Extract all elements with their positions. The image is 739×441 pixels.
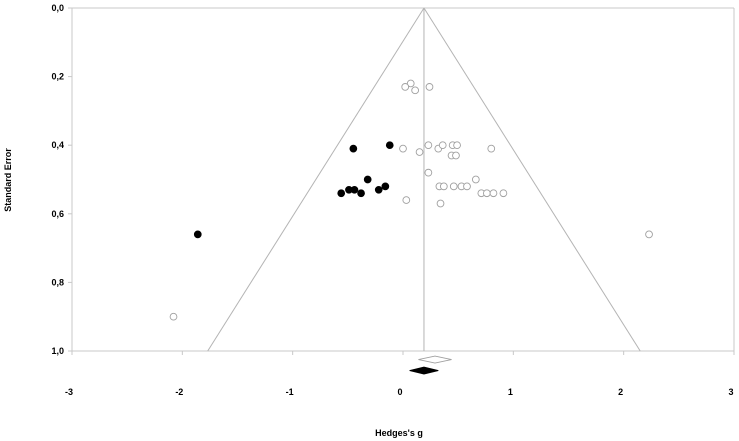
summary-diamonds bbox=[409, 355, 452, 375]
x-tick-label: -2 bbox=[175, 387, 183, 397]
observed-study-point bbox=[406, 79, 415, 88]
observed-study-point bbox=[424, 141, 433, 150]
imputed-study-point bbox=[363, 175, 372, 184]
x-tick-label: -1 bbox=[286, 387, 294, 397]
imputed-study-point bbox=[337, 189, 346, 198]
y-axis-title: Standard Error bbox=[3, 148, 13, 212]
observed-study-point bbox=[169, 312, 178, 321]
imputed-study-point bbox=[349, 144, 358, 153]
observed-study-point bbox=[415, 148, 424, 156]
funnel-right-limit bbox=[423, 7, 641, 352]
imputed-study-point bbox=[350, 185, 359, 194]
observed-study-point bbox=[449, 182, 458, 191]
observed-study-point bbox=[471, 175, 480, 184]
x-ticks: -3 -2 -1 0 1 2 3 bbox=[65, 351, 735, 397]
y-tick-label: 0,4 bbox=[51, 140, 64, 150]
imputed-study-point bbox=[193, 230, 202, 239]
observed-study-point bbox=[439, 182, 448, 191]
observed-study-point bbox=[483, 189, 491, 198]
axes bbox=[71, 7, 735, 352]
adjusted-summary-diamond bbox=[409, 366, 439, 375]
observed-summary-diamond bbox=[418, 355, 452, 364]
observed-study-point bbox=[453, 141, 461, 150]
x-tick-label: 0 bbox=[397, 387, 402, 397]
y-ticks: 0,0 0,2 0,4 0,6 0,8 1,0 bbox=[51, 3, 72, 356]
x-tick-label: 1 bbox=[508, 387, 513, 397]
y-tick-label: 0,6 bbox=[51, 209, 64, 219]
observed-study-point bbox=[463, 182, 471, 191]
imputed-study-point bbox=[374, 185, 383, 194]
observed-study-point bbox=[645, 230, 653, 239]
y-tick-label: 0,8 bbox=[51, 277, 64, 287]
observed-study-point bbox=[438, 141, 447, 150]
observed-study-point bbox=[425, 83, 434, 91]
observed-study-point bbox=[499, 189, 508, 198]
y-tick-label: 1,0 bbox=[51, 346, 64, 356]
observed-study-point bbox=[424, 168, 433, 177]
funnel bbox=[207, 7, 641, 352]
x-tick-label: 2 bbox=[618, 387, 623, 397]
x-tick-label: 3 bbox=[728, 387, 733, 397]
observed-study-point bbox=[411, 86, 419, 95]
funnel-left-limit bbox=[207, 7, 425, 352]
observed-study-point bbox=[436, 199, 445, 208]
imputed-study-point bbox=[357, 189, 365, 198]
observed-study-point bbox=[399, 144, 407, 153]
x-tick-label: -3 bbox=[65, 387, 73, 397]
y-tick-label: 0,0 bbox=[51, 3, 64, 13]
observed-study-point bbox=[402, 196, 411, 204]
imputed-study-point bbox=[381, 182, 390, 191]
observed-study-point bbox=[401, 83, 410, 91]
imputed-study-point bbox=[385, 141, 394, 150]
data-points bbox=[169, 79, 653, 321]
observed-study-point bbox=[489, 189, 498, 198]
observed-study-point bbox=[452, 151, 460, 160]
y-tick-label: 0,2 bbox=[51, 72, 64, 82]
observed-study-point bbox=[487, 144, 496, 153]
x-axis-title: Hedges's g bbox=[375, 428, 423, 438]
